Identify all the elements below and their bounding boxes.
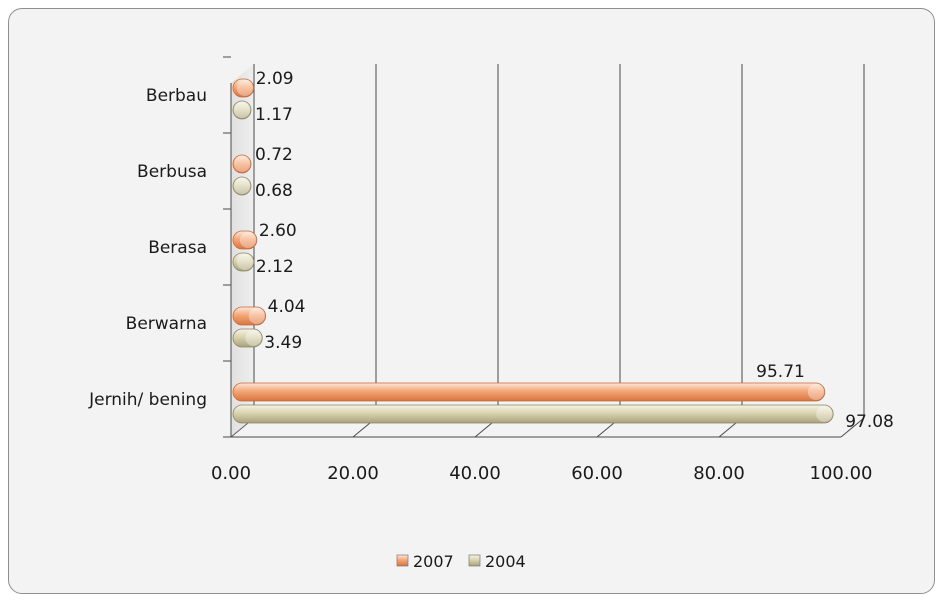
data-label-2007-berbau: 2.09: [256, 69, 294, 89]
x-tick-label: 100.00: [810, 463, 873, 484]
legend-swatch-2007: [396, 554, 409, 567]
category-label-berwarna: Berwarna: [126, 314, 207, 334]
data-label-2004-berbusa: 0.68: [255, 181, 293, 201]
bar-2004-berwarna-cap: [245, 330, 262, 346]
data-label-2007-berasa: 2.60: [259, 221, 297, 241]
bar-2007-berasa: [232, 230, 258, 250]
chart-frame: 0.00 20.00 40.00 60.00 80.00 100.00 Jernih/ b…: [8, 8, 935, 594]
bar-2007-berwarna-cap: [248, 308, 265, 324]
bar-2007-berasa-cap: [239, 232, 256, 248]
bar-2007-berwarna: [232, 306, 267, 326]
bar-2004-berbau-cap: [234, 102, 250, 118]
bar-2004-berbusa-cap: [234, 178, 250, 194]
category-label-berbusa: Berbusa: [137, 162, 207, 182]
data-label-2004-berbau: 1.17: [255, 105, 293, 125]
chart: 0.00 20.00 40.00 60.00 80.00 100.00 Jernih/ b…: [88, 56, 894, 571]
legend: 2007 2004: [396, 552, 526, 571]
bar-2004-berbusa: [232, 176, 252, 196]
labels: Jernih/ bening 95.71 97.08 Berwarna 4.04 3.49…: [88, 69, 894, 432]
x-tick-label: 0.00: [211, 463, 251, 484]
legend-label-2004: 2004: [485, 552, 526, 571]
category-label-berasa: Berasa: [148, 238, 207, 258]
data-label-2007-jernih-bening: 95.71: [756, 362, 805, 382]
bar-2004-jernih-bening-cap: [816, 406, 833, 422]
x-tick-label: 80.00: [693, 463, 745, 484]
bar-2004-jernih-bening: [232, 404, 834, 424]
bar-2004-berwarna: [232, 328, 263, 348]
legend-swatch-2004: [468, 554, 481, 567]
data-label-2007-berwarna: 4.04: [268, 297, 306, 317]
gridlines: [230, 64, 865, 438]
bar-2007-berbusa: [232, 154, 252, 174]
bar-2007-berbau: [232, 78, 255, 98]
category-label-jernih-bening: Jernih/ bening: [88, 390, 207, 410]
bar-2004-berbau: [232, 100, 252, 120]
x-tick-label: 60.00: [571, 463, 623, 484]
data-label-2007-berbusa: 0.72: [255, 145, 293, 165]
bar-2007-jernih-bening-cap: [807, 384, 824, 400]
side-wall: [231, 64, 254, 437]
legend-label-2007: 2007: [413, 552, 454, 571]
category-label-berbau: Berbau: [146, 86, 207, 106]
data-label-2004-berwarna: 3.49: [264, 333, 302, 353]
data-label-2004-jernih-bening: 97.08: [845, 412, 894, 432]
x-tick-label: 40.00: [449, 463, 501, 484]
data-label-2004-berasa: 2.12: [256, 257, 294, 277]
floor-line-5: [840, 417, 865, 438]
bar-2004-berasa: [232, 252, 255, 272]
bar-2004-berasa-cap: [236, 254, 253, 270]
bar-2007-jernih-bening: [232, 382, 826, 402]
bar-2007-berbusa-cap: [234, 156, 250, 172]
x-tick-label: 20.00: [327, 463, 379, 484]
bar-2007-berbau-cap: [236, 80, 253, 96]
bars: [232, 78, 834, 424]
